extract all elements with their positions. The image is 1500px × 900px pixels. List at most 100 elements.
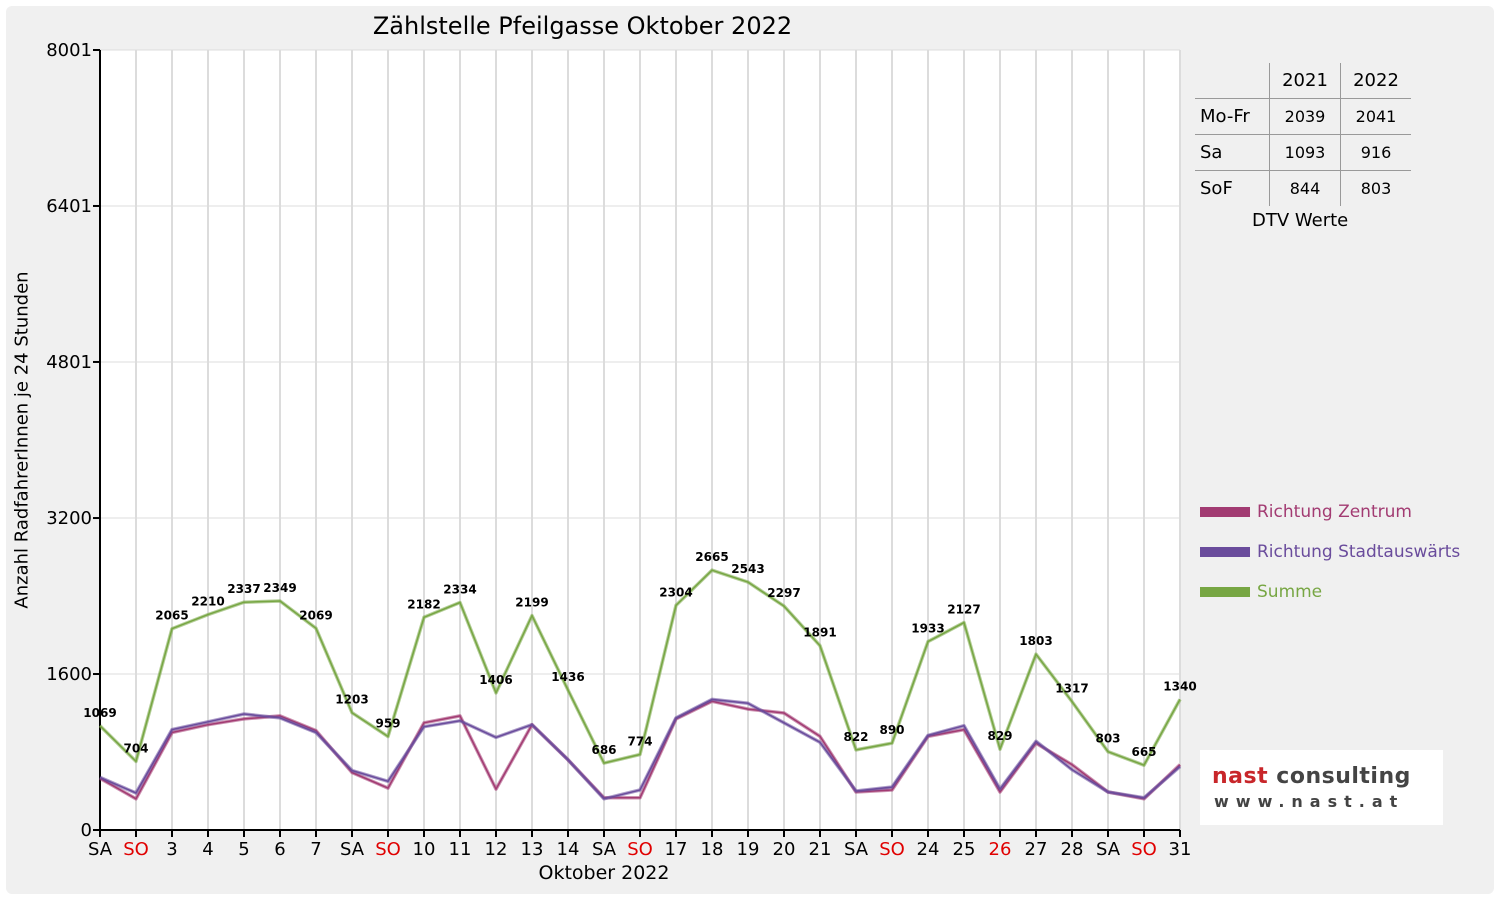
data-label: 686 — [591, 743, 616, 757]
data-label: 665 — [1131, 745, 1156, 759]
data-label: 2182 — [407, 597, 440, 611]
dtv-row-label: Sa — [1195, 134, 1270, 171]
x-tick-label: SO — [123, 839, 149, 860]
y-tick-label: 8001 — [46, 40, 92, 61]
legend-label: Richtung Stadtauswärts — [1257, 542, 1461, 562]
x-tick-label: 11 — [449, 839, 472, 860]
data-label: 959 — [375, 717, 400, 731]
data-label: 1203 — [335, 693, 368, 707]
x-tick-label: 27 — [1025, 839, 1048, 860]
x-tick-label: 18 — [701, 839, 724, 860]
x-tick-label: SA — [1096, 839, 1121, 860]
dtv-row: Mo-Fr 2039 2041 — [1195, 98, 1411, 135]
data-label: 2665 — [695, 550, 728, 564]
dtv-value-2021: 2039 — [1269, 98, 1341, 135]
x-tick-label: 19 — [737, 839, 760, 860]
x-tick-label: 25 — [953, 839, 976, 860]
x-tick-label: 28 — [1061, 839, 1084, 860]
data-label: 2210 — [191, 595, 224, 609]
x-tick-label: 4 — [202, 839, 213, 860]
dtv-value-2021: 1093 — [1269, 134, 1341, 171]
x-tick-label: 20 — [773, 839, 796, 860]
legend-item-richtung-stadtauswaerts: Richtung Stadtauswärts — [1200, 532, 1460, 572]
data-label: 2334 — [443, 582, 476, 596]
x-tick-label: 17 — [665, 839, 688, 860]
data-label: 890 — [879, 723, 904, 737]
y-tick-label: 1600 — [46, 664, 92, 685]
series-line — [99, 698, 1181, 800]
x-tick-label: SA — [592, 839, 617, 860]
x-tick-label: SO — [627, 839, 653, 860]
x-tick-label: 14 — [557, 839, 580, 860]
dtv-header-2021: 2021 — [1269, 63, 1341, 99]
data-label: 1069 — [83, 706, 116, 720]
data-label: 2337 — [227, 582, 260, 596]
x-axis-label: Oktober 2022 — [538, 862, 670, 884]
data-label: 774 — [627, 735, 652, 749]
x-tick-label: 6 — [274, 839, 285, 860]
x-tick-label: 3 — [166, 839, 177, 860]
logo-name: nast consulting — [1212, 764, 1411, 789]
y-tick-label: 4801 — [46, 352, 92, 373]
legend-label: Richtung Zentrum — [1257, 502, 1412, 522]
dtv-caption: DTV Werte — [1252, 210, 1349, 231]
x-tick-label: SO — [375, 839, 401, 860]
logo-name-part2: consulting — [1268, 764, 1411, 789]
data-label: 822 — [843, 730, 868, 744]
data-label: 1406 — [479, 673, 512, 687]
chart-title: Zählstelle Pfeilgasse Oktober 2022 — [372, 12, 793, 40]
legend-label: Summe — [1257, 582, 1323, 602]
x-tick-label: 12 — [485, 839, 508, 860]
x-tick-label: SA — [340, 839, 365, 860]
data-label: 2304 — [659, 585, 692, 599]
data-label: 2543 — [731, 562, 764, 576]
data-label: 829 — [987, 729, 1012, 743]
x-tick-label: 10 — [413, 839, 436, 860]
data-label: 1933 — [911, 622, 944, 636]
dtv-value-2022: 803 — [1340, 170, 1411, 206]
legend-swatch — [1200, 587, 1250, 597]
y-tick-label: 0 — [81, 820, 92, 841]
logo-name-part1: nast — [1212, 764, 1269, 789]
x-tick-label: 26 — [989, 839, 1012, 860]
data-label: 704 — [123, 741, 148, 755]
dtv-row: Sa 1093 916 — [1195, 134, 1411, 171]
dtv-table: 2021 2022 Mo-Fr 2039 2041 Sa 1093 916 So… — [1195, 63, 1415, 206]
data-label: 2349 — [263, 581, 296, 595]
dtv-corner — [1195, 63, 1270, 99]
dtv-value-2022: 916 — [1340, 134, 1411, 171]
x-tick-label: 5 — [238, 839, 249, 860]
x-tick-label: 13 — [521, 839, 544, 860]
series-line — [99, 700, 1181, 800]
x-tick-label: SO — [879, 839, 905, 860]
legend-item-richtung-zentrum: Richtung Zentrum — [1200, 492, 1460, 532]
legend-swatch — [1200, 547, 1250, 557]
dtv-row-label: SoF — [1195, 170, 1270, 206]
nast-consulting-logo: nast consulting www.nast.at — [1200, 750, 1443, 825]
data-label: 1803 — [1019, 634, 1052, 648]
y-tick-label: 3200 — [46, 508, 92, 529]
data-label: 1340 — [1163, 679, 1196, 693]
data-label: 2065 — [155, 609, 188, 623]
data-label: 803 — [1095, 732, 1120, 746]
x-tick-label: 31 — [1169, 839, 1192, 860]
dtv-header-2022: 2022 — [1340, 63, 1411, 99]
data-label: 2127 — [947, 603, 980, 617]
legend-swatch — [1200, 507, 1250, 517]
dtv-header-row: 2021 2022 — [1195, 63, 1411, 99]
series-line — [99, 569, 1181, 766]
legend: Richtung Zentrum Richtung Stadtauswärts … — [1200, 492, 1460, 612]
data-label: 2199 — [515, 596, 548, 610]
data-label: 2069 — [299, 608, 332, 622]
x-tick-label: SA — [88, 839, 113, 860]
dtv-value-2021: 844 — [1269, 170, 1341, 206]
dtv-row: SoF 844 803 — [1195, 170, 1411, 206]
x-tick-label: SO — [1131, 839, 1157, 860]
x-tick-label: 24 — [917, 839, 940, 860]
logo-url: www.nast.at — [1214, 792, 1405, 811]
data-label: 1317 — [1055, 682, 1088, 696]
x-tick-label: 21 — [809, 839, 832, 860]
data-label: 1891 — [803, 626, 836, 640]
dtv-value-2022: 2041 — [1340, 98, 1411, 135]
